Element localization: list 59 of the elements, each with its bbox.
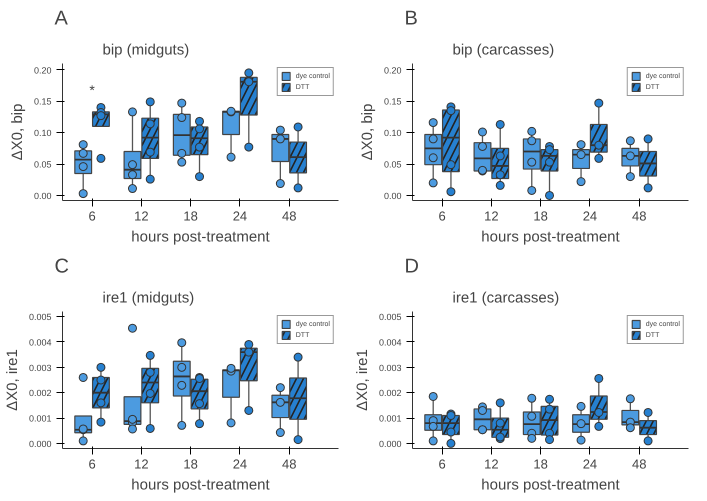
y-tick-label: 0.003 [28, 362, 52, 373]
text: A [54, 8, 68, 30]
y-tick-label: 0.002 [28, 388, 52, 398]
x-axis-title: hours post-treatment [481, 476, 621, 494]
y-tick-label: 0.15 [34, 96, 52, 107]
x-axis-title: hours post-treatment [481, 228, 621, 246]
x-tick-label: 18 [183, 456, 198, 472]
y-tick-label: 0.005 [28, 312, 52, 322]
y-tick-label: 0.003 [378, 362, 402, 373]
chart-title: ire1 (midguts) [102, 290, 194, 306]
y-tick-label: 0.005 [378, 312, 402, 322]
y-tick-label: 0.001 [378, 414, 402, 424]
text: C [54, 256, 69, 278]
y-tick-label: 0.004 [378, 337, 402, 348]
chart-title: bip (carcasses) [452, 42, 554, 58]
x-tick-label: 18 [533, 208, 548, 224]
y-tick-label: 0.10 [34, 128, 52, 138]
x-axis-title: hours post-treatment [131, 476, 271, 494]
y-tick-label: 0.05 [384, 160, 402, 170]
chart-title: ire1 (carcasses) [452, 290, 560, 306]
y-axis-title: ΔX0, bip [8, 104, 26, 160]
x-tick-label: 48 [282, 208, 296, 224]
annotation: * [89, 82, 96, 98]
y-tick-label: 0.000 [28, 438, 52, 449]
x-tick-label: 18 [533, 456, 548, 472]
y-tick-label: 0.20 [384, 65, 402, 76]
x-tick-label: 12 [134, 208, 149, 224]
y-tick-label: 0.00 [34, 190, 52, 201]
y-axis-title: ΔX0, bip [358, 104, 376, 160]
x-tick-label: 24 [232, 208, 248, 224]
x-tick-label: 6 [438, 208, 446, 224]
x-tick-label: 6 [88, 456, 96, 472]
x-tick-label: 48 [282, 456, 296, 472]
y-axis-title: ΔX0, ire1 [4, 349, 21, 411]
y-axis-title: ΔX0, ire1 [354, 349, 371, 411]
y-tick-label: 0.002 [378, 388, 402, 398]
y-tick-label: 0.001 [28, 414, 52, 424]
x-tick-label: 6 [88, 208, 96, 224]
y-tick-label: 0.05 [34, 160, 52, 170]
y-tick-label: 0.15 [384, 96, 402, 107]
x-axis-title: hours post-treatment [131, 228, 271, 246]
y-tick-label: 0.004 [28, 337, 52, 348]
x-tick-label: 24 [232, 456, 248, 472]
x-tick-label: 18 [183, 208, 198, 224]
y-tick-label: 0.00 [384, 190, 402, 201]
y-tick-label: 0.000 [378, 438, 402, 449]
chart-title: bip (midguts) [102, 42, 190, 58]
x-tick-label: 12 [134, 456, 149, 472]
y-tick-label: 0.10 [384, 128, 402, 138]
x-tick-label: 24 [582, 208, 598, 224]
x-tick-label: 24 [582, 456, 598, 472]
text: D [404, 256, 419, 278]
y-tick-label: 0.20 [34, 65, 52, 76]
x-tick-label: 12 [484, 456, 499, 472]
x-tick-label: 48 [632, 208, 646, 224]
x-tick-label: 6 [438, 456, 446, 472]
x-tick-label: 12 [484, 208, 499, 224]
text: B [404, 8, 418, 30]
x-tick-label: 48 [632, 456, 646, 472]
